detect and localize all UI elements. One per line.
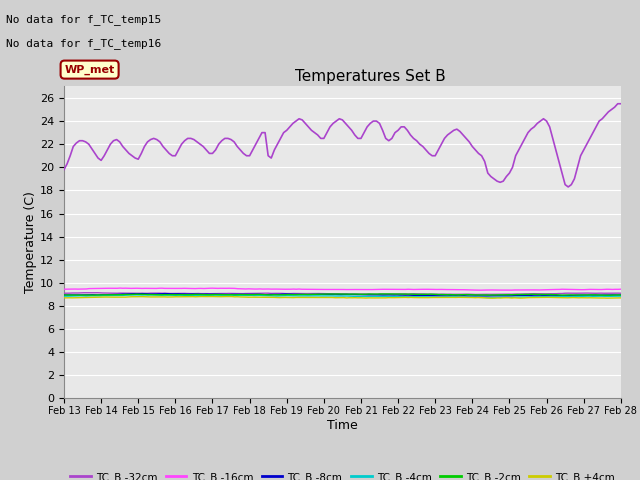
Y-axis label: Temperature (C): Temperature (C) [24, 192, 37, 293]
X-axis label: Time: Time [327, 419, 358, 432]
Text: No data for f_TC_temp15: No data for f_TC_temp15 [6, 14, 162, 25]
Text: WP_met: WP_met [65, 64, 115, 75]
Title: Temperatures Set B: Temperatures Set B [295, 69, 445, 84]
Text: No data for f_TC_temp16: No data for f_TC_temp16 [6, 38, 162, 49]
Legend: TC_B -32cm, TC_B -16cm, TC_B -8cm, TC_B -4cm, TC_B -2cm, TC_B +4cm: TC_B -32cm, TC_B -16cm, TC_B -8cm, TC_B … [65, 468, 620, 480]
